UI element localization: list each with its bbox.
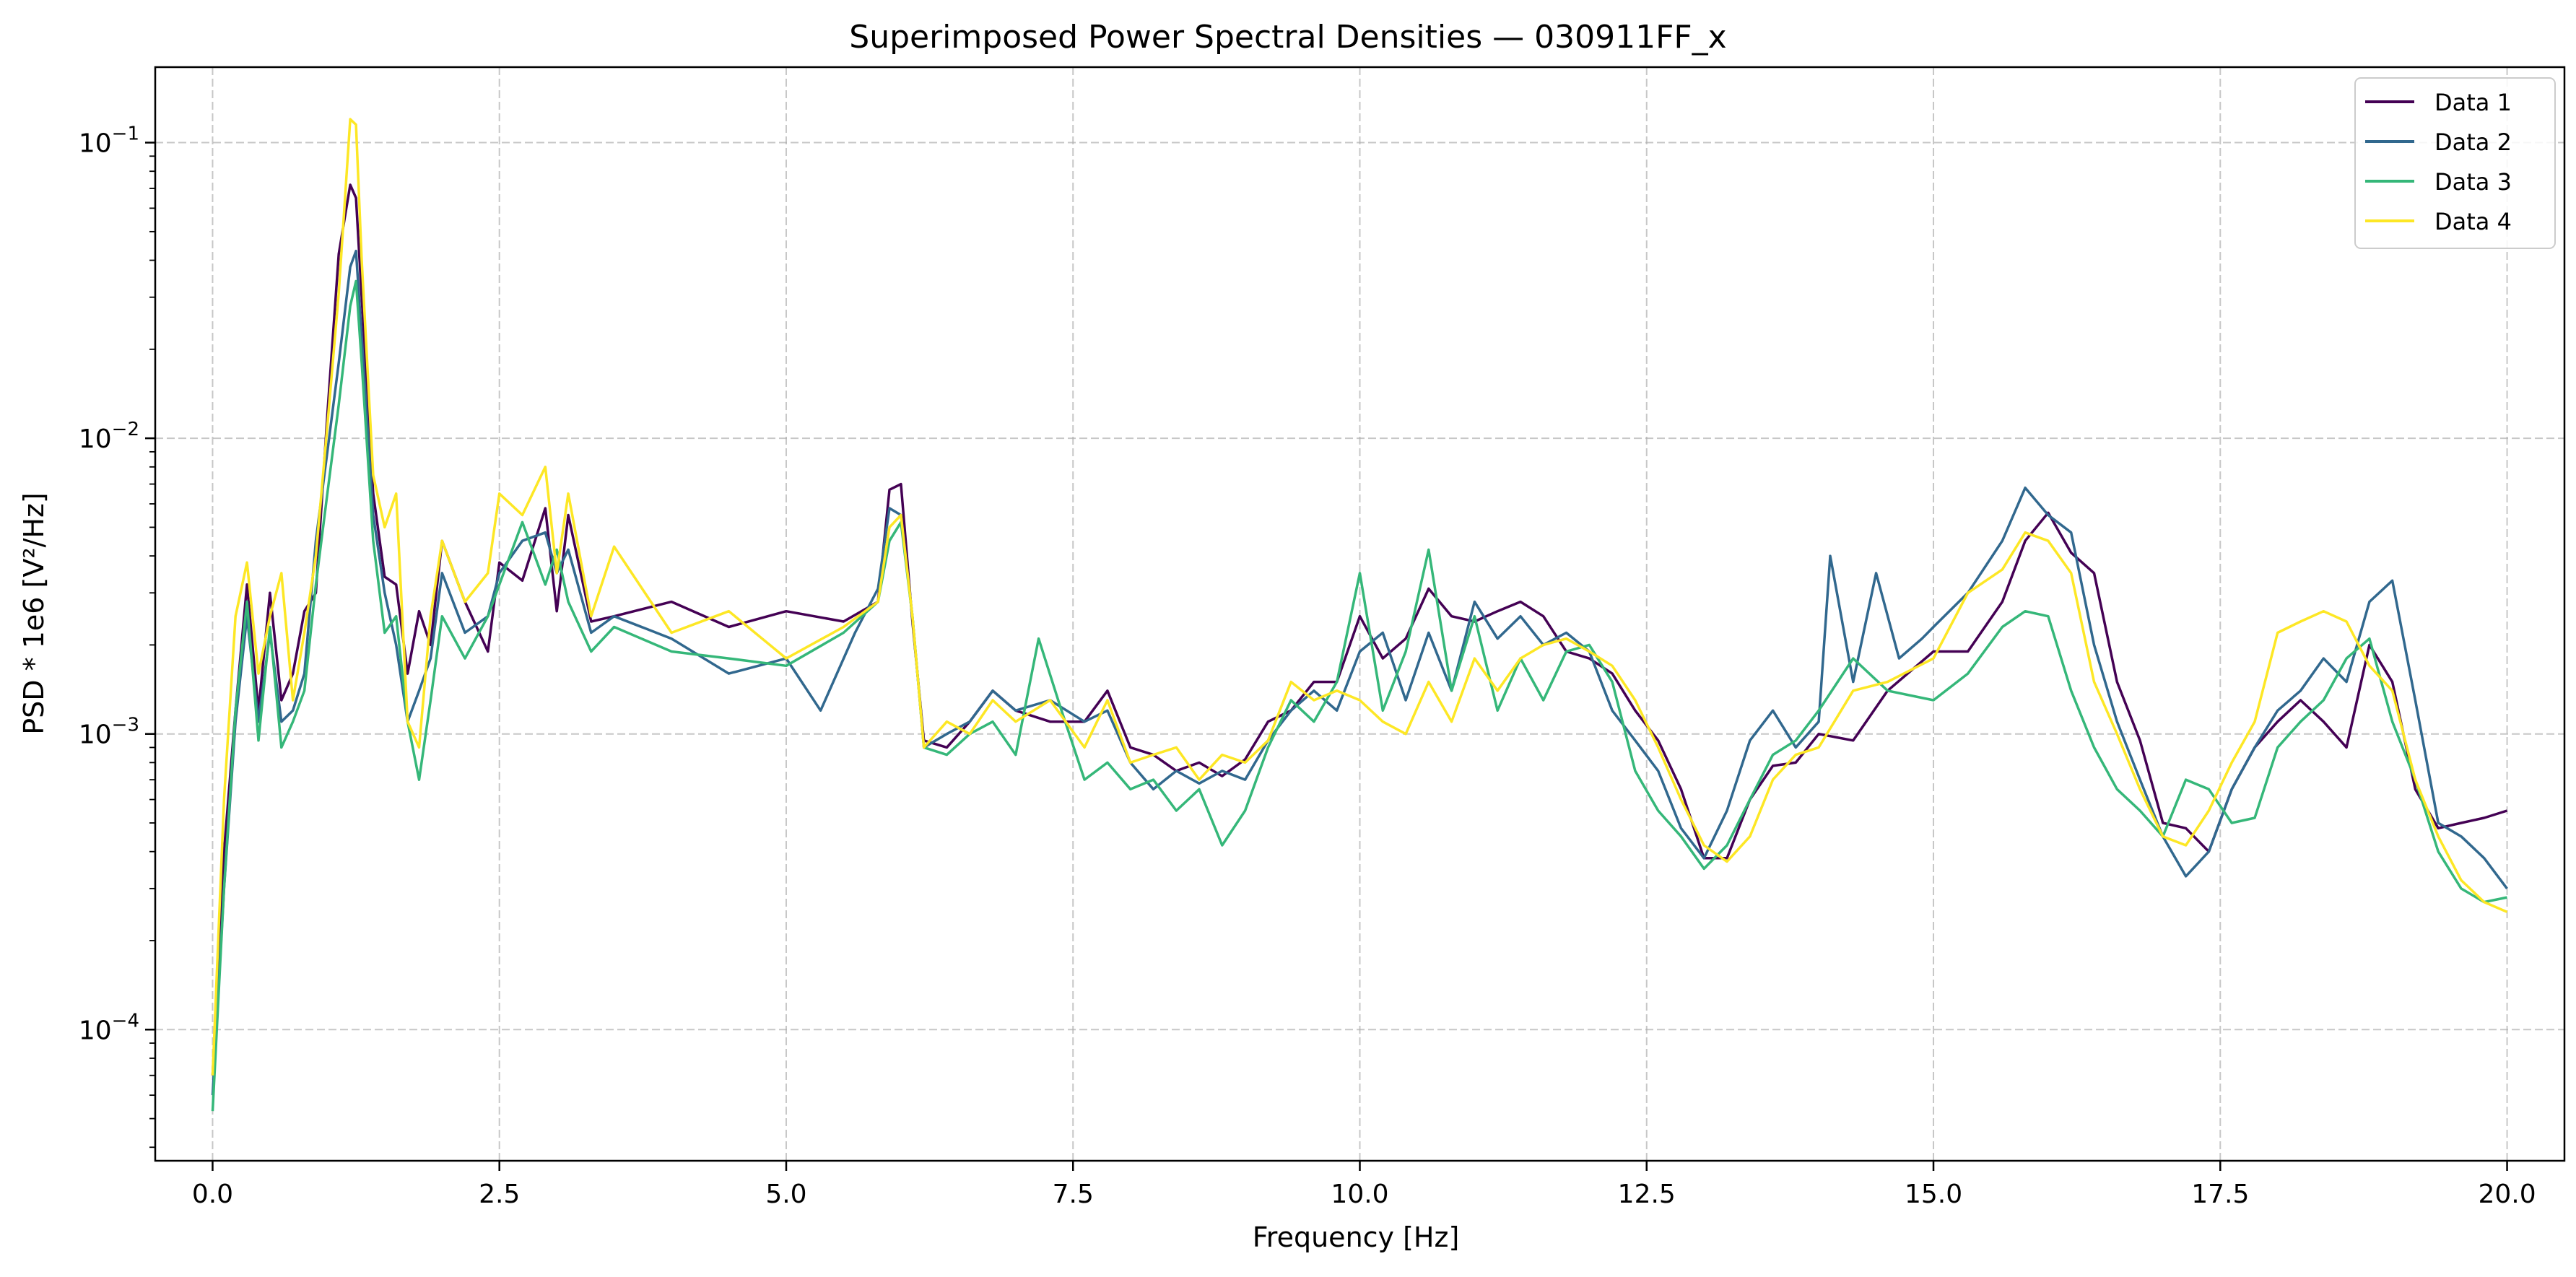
axes: 0.0 2.5 5.0 7.5 10.0 12.5 15.0 17.5 20.0 10−4 10−3… [79,123,2536,1209]
legend-box [2354,77,2556,249]
series-line [211,183,2508,1076]
x-tick-label: 0.0 [192,1180,233,1209]
series-line [211,279,2507,1112]
y-tick-label: 10−1 [79,123,139,159]
x-tick-label: 5.0 [765,1180,806,1209]
x-tick-label: 10.0 [1331,1180,1388,1209]
x-axis-label: Frequency [Hz] [1253,1221,1460,1253]
x-tick-label: 20.0 [2478,1180,2536,1209]
y-tick-label: 10−3 [79,715,139,750]
legend-label: Data 2 [2434,128,2512,156]
x-tick-label: 17.5 [2191,1180,2249,1209]
x-tick-label: 7.5 [1053,1180,1094,1209]
y-tick-label: 10−2 [79,419,139,454]
x-tick-label: 12.5 [1618,1180,1676,1209]
legend: Data 1 Data 2 Data 3 Data 4 [2354,77,2556,249]
legend-label: Data 4 [2434,208,2512,235]
chart-title: Superimposed Power Spectral Densities — … [849,19,1726,56]
x-tick-label: 15.0 [1905,1180,1962,1209]
grid [155,67,2564,1161]
y-tick-label: 10−4 [79,1010,139,1045]
series-line [211,118,2508,1076]
legend-label: Data 1 [2434,89,2512,116]
x-tick-label: 2.5 [479,1180,520,1209]
series-lines [211,118,2508,1112]
legend-label: Data 3 [2434,168,2512,196]
y-axis-label: PSD * 1e6 [V²/Hz] [18,492,50,734]
